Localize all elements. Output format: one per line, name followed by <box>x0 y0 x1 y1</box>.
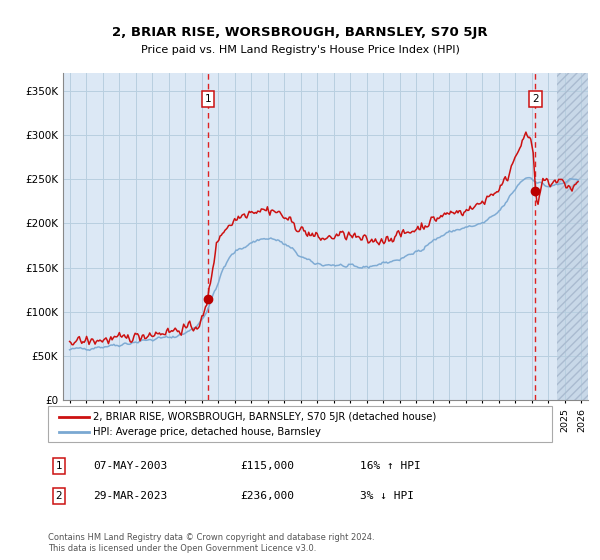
Text: 07-MAY-2003: 07-MAY-2003 <box>93 461 167 471</box>
Text: £115,000: £115,000 <box>240 461 294 471</box>
Text: Price paid vs. HM Land Registry's House Price Index (HPI): Price paid vs. HM Land Registry's House … <box>140 45 460 55</box>
Text: 2, BRIAR RISE, WORSBROUGH, BARNSLEY, S70 5JR (detached house): 2, BRIAR RISE, WORSBROUGH, BARNSLEY, S70… <box>93 412 436 422</box>
Text: Contains HM Land Registry data © Crown copyright and database right 2024.
This d: Contains HM Land Registry data © Crown c… <box>48 533 374 553</box>
Text: 1: 1 <box>55 461 62 471</box>
Text: 2: 2 <box>532 95 539 104</box>
Text: 3% ↓ HPI: 3% ↓ HPI <box>360 491 414 501</box>
Bar <box>557 73 588 400</box>
Text: 1: 1 <box>205 95 211 104</box>
Text: 29-MAR-2023: 29-MAR-2023 <box>93 491 167 501</box>
Text: 2: 2 <box>55 491 62 501</box>
Text: 16% ↑ HPI: 16% ↑ HPI <box>360 461 421 471</box>
Text: £236,000: £236,000 <box>240 491 294 501</box>
Bar <box>557 73 588 400</box>
Text: HPI: Average price, detached house, Barnsley: HPI: Average price, detached house, Barn… <box>93 427 321 437</box>
Text: 2, BRIAR RISE, WORSBROUGH, BARNSLEY, S70 5JR: 2, BRIAR RISE, WORSBROUGH, BARNSLEY, S70… <box>112 26 488 39</box>
